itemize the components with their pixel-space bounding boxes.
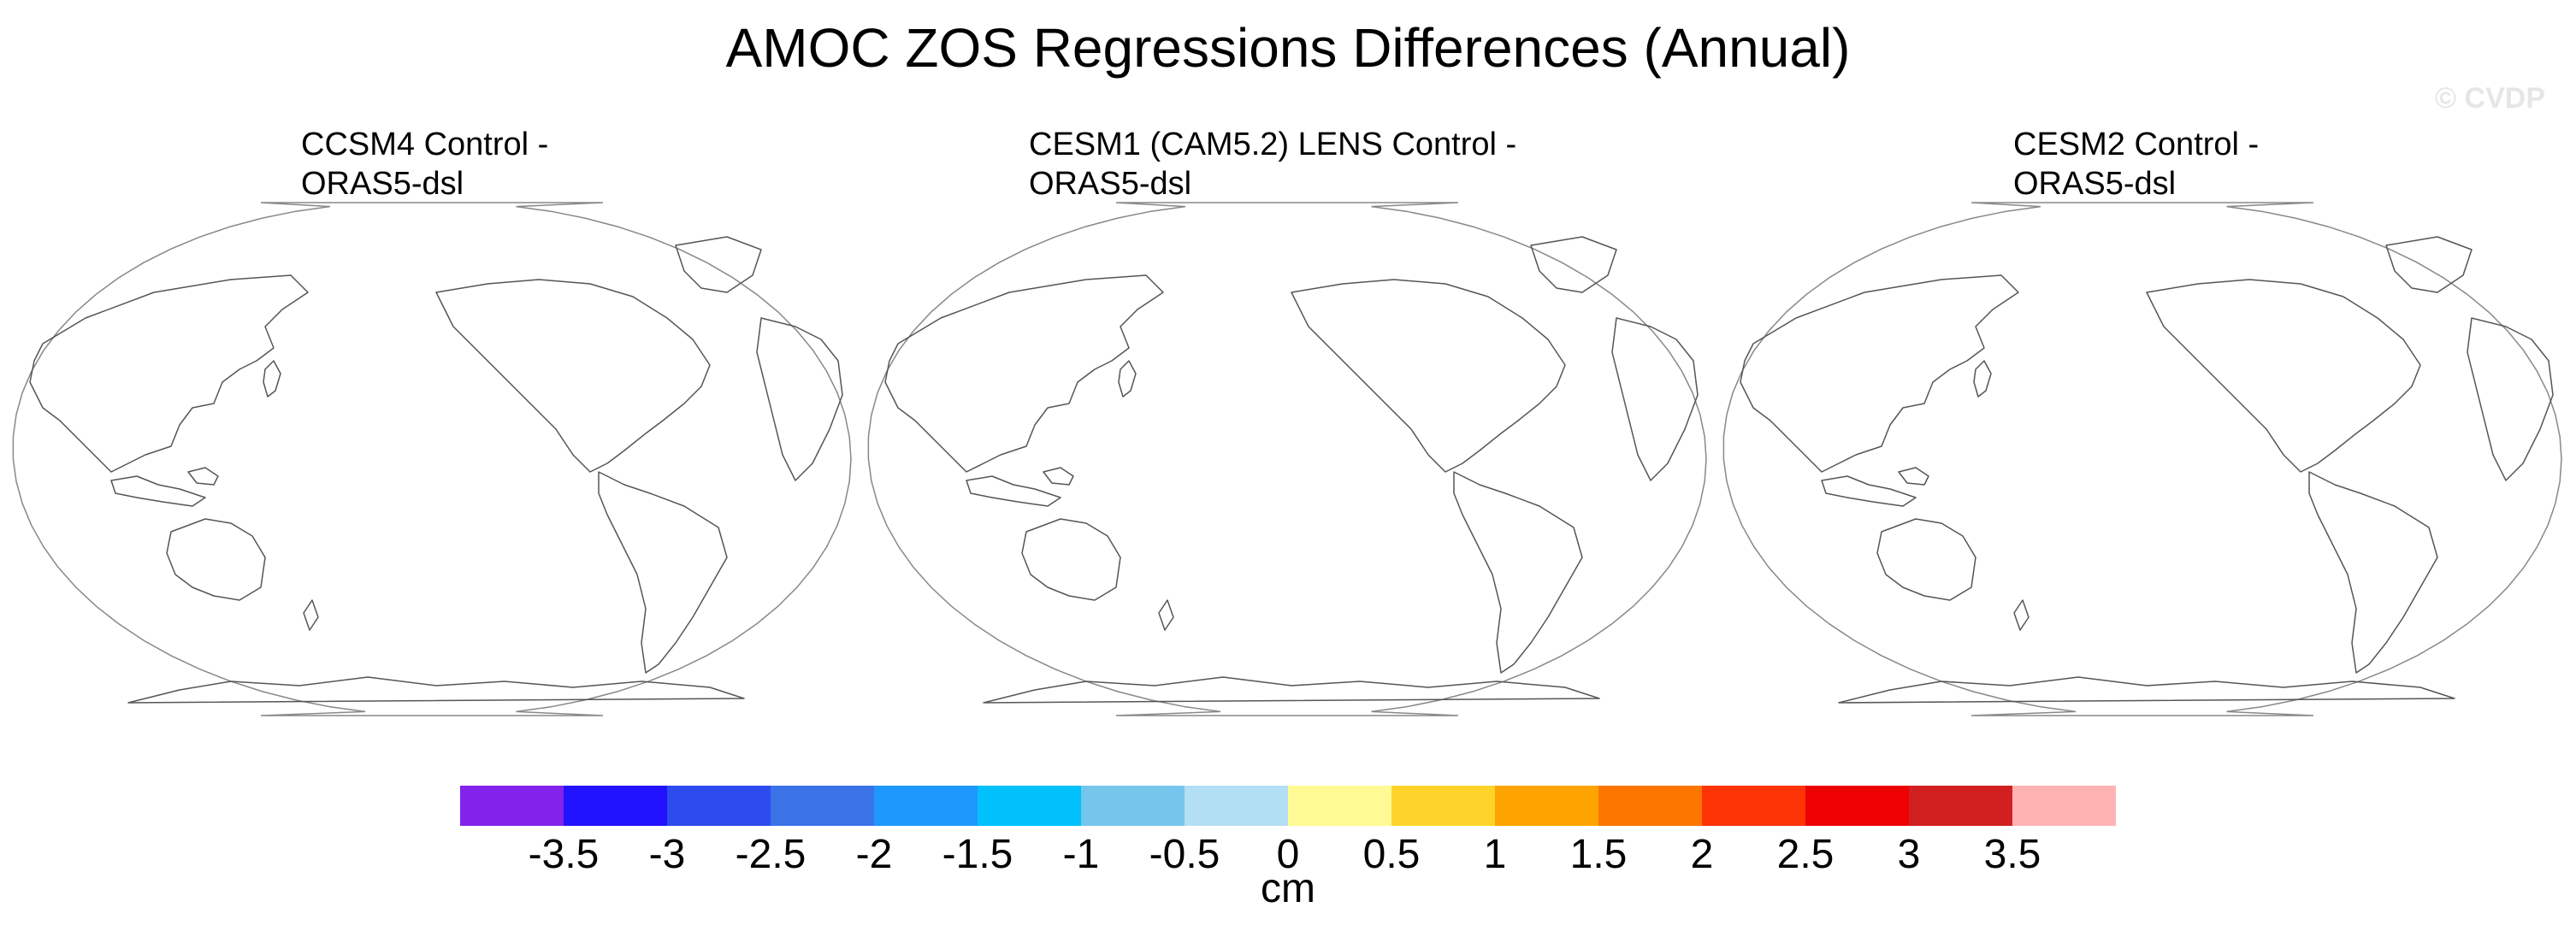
- colorbar-tick-label: -2: [855, 832, 893, 877]
- colorbar-box: [1702, 786, 1805, 826]
- coastline: [166, 518, 266, 601]
- panel-title-line2: ORAS5-dsl: [301, 166, 464, 202]
- coastline: [1838, 676, 2455, 704]
- colorbar-box: [1909, 786, 2012, 826]
- coastline: [263, 360, 281, 398]
- coastline: [1898, 467, 1929, 486]
- coastline: [2467, 317, 2554, 481]
- panel-title-line1: CESM2 Control -: [2013, 127, 2260, 162]
- colorbar-box: [2012, 786, 2116, 826]
- figure-title: AMOC ZOS Regressions Differences (Annual…: [725, 17, 1851, 79]
- coastline: [2308, 471, 2438, 674]
- colorbar-tick-label: -2.5: [735, 832, 806, 877]
- colorbar-box: [978, 786, 1081, 826]
- colorbar-box: [1805, 786, 1909, 826]
- coastline: [756, 317, 843, 481]
- coastline: [1530, 236, 1617, 293]
- colorbar-tick-label: 2.5: [1776, 832, 1835, 877]
- colorbar-tick-label: 1.5: [1569, 832, 1628, 877]
- panel-title-ccsm4: CCSM4 Control - ORAS5-dsl: [301, 125, 548, 203]
- watermark: © CVDP: [2435, 82, 2545, 115]
- colorbar-box: [1495, 786, 1598, 826]
- colorbar-tick-label: 3: [1897, 832, 1921, 877]
- colorbar-box: [771, 786, 874, 826]
- colorbar-tick-label: 3.5: [1983, 832, 2041, 877]
- colorbar-tick-label: -3.5: [528, 832, 600, 877]
- colorbar-box: [1185, 786, 1288, 826]
- map-panel-cesm2: [1722, 202, 2562, 716]
- colorbar-box: [1391, 786, 1495, 826]
- colorbar-box: [460, 786, 564, 826]
- coastline: [983, 676, 1600, 704]
- coastline: [675, 236, 762, 293]
- coastline: [966, 475, 1061, 507]
- map-panel-ccsm4: [12, 202, 852, 716]
- coastline: [598, 471, 728, 674]
- coastline: [435, 279, 711, 473]
- coastline: [2146, 279, 2421, 473]
- colorbar-box: [1288, 786, 1391, 826]
- coastline: [1021, 518, 1121, 601]
- coastline: [1740, 274, 2019, 473]
- coastline: [2385, 236, 2473, 293]
- colorbar: [460, 786, 2116, 826]
- coastline: [1876, 518, 1976, 601]
- colorbar-box: [1081, 786, 1185, 826]
- colorbar-unit-label: cm: [1261, 866, 1315, 911]
- colorbar-tick-label: -1.5: [942, 832, 1013, 877]
- colorbar-tick-label: 2: [1690, 832, 1714, 877]
- coastline: [1118, 360, 1137, 398]
- coastline: [1043, 467, 1074, 486]
- coastline: [1158, 599, 1174, 631]
- colorbar-tick-label: -3: [648, 832, 686, 877]
- coastline: [187, 467, 219, 486]
- colorbar-box: [667, 786, 771, 826]
- colorbar-tick-label: 1: [1483, 832, 1507, 877]
- coastline: [2013, 599, 2029, 631]
- coastline: [1611, 317, 1699, 481]
- panel-title-line2: ORAS5-dsl: [1029, 166, 1192, 202]
- colorbar-tick-label: -0.5: [1149, 832, 1220, 877]
- coastline: [110, 475, 206, 507]
- coastline: [1973, 360, 1992, 398]
- coastline: [127, 676, 745, 704]
- panel-title-line1: CCSM4 Control -: [301, 127, 549, 162]
- colorbar-tick-label: -1: [1062, 832, 1100, 877]
- coastline: [884, 274, 1164, 473]
- panel-title-line2: ORAS5-dsl: [2013, 166, 2177, 202]
- colorbar-box: [1598, 786, 1702, 826]
- colorbar-tick-label: 0: [1276, 832, 1300, 877]
- panel-title-line1: CESM1 (CAM5.2) LENS Control -: [1029, 127, 1517, 162]
- coastline: [29, 274, 309, 473]
- coastline: [303, 599, 319, 631]
- map-panel-cesm1: [867, 202, 1707, 716]
- map-frame: [12, 202, 852, 716]
- map-frame: [867, 202, 1707, 716]
- coastline: [1291, 279, 1566, 473]
- colorbar-tick-label: 0.5: [1362, 832, 1421, 877]
- map-frame: [1722, 202, 2562, 716]
- panel-title-cesm2: CESM2 Control - ORAS5-dsl: [2013, 125, 2259, 203]
- colorbar-box: [564, 786, 667, 826]
- coastline: [1821, 475, 1917, 507]
- colorbar-box: [874, 786, 978, 826]
- panel-title-cesm1: CESM1 (CAM5.2) LENS Control - ORAS5-dsl: [1029, 125, 1516, 203]
- coastline: [1453, 471, 1583, 674]
